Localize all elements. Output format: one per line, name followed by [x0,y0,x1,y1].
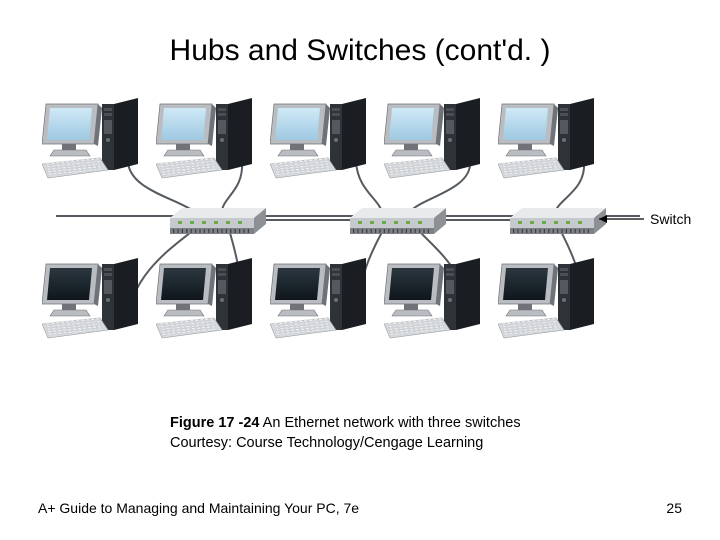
slide-number: 25 [666,500,682,516]
switch-label: Switch [650,211,691,227]
figure-caption: Figure 17 -24 An Ethernet network with t… [170,414,521,453]
computer-top-1 [42,98,152,190]
figure-text: An Ethernet network with three switches [259,415,520,431]
figure-number: Figure 17 -24 [170,415,259,431]
computer-bottom-4 [384,258,494,350]
computer-bottom-2 [156,258,266,350]
switch-3 [510,208,606,236]
computer-top-3 [270,98,380,190]
slide-title: Hubs and Switches (cont'd. ) [0,34,720,68]
footer-source: A+ Guide to Managing and Maintaining You… [38,500,359,516]
switch-1 [170,208,266,236]
computer-top-5 [498,98,608,190]
computer-bottom-5 [498,258,608,350]
slide: Hubs and Switches (cont'd. ) [0,0,720,540]
computer-top-2 [156,98,266,190]
figure-courtesy: Courtesy: Course Technology/Cengage Lear… [170,435,483,451]
network-diagram: Switch [0,98,720,398]
computer-top-4 [384,98,494,190]
computer-bottom-3 [270,258,380,350]
switch-2 [350,208,446,236]
computer-bottom-1 [42,258,152,350]
